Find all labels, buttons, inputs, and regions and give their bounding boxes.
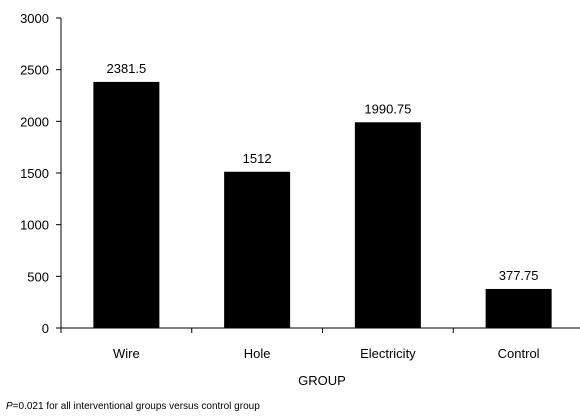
y-tick-label: 2500 bbox=[20, 63, 49, 78]
y-axis: 0 500 1000 1500 2000 2500 3000 bbox=[20, 11, 62, 336]
bar-chart: 0 500 1000 1500 2000 2500 3000 Wire Hole Electri… bbox=[20, 11, 580, 388]
footnote: P=0.021 for all interventional groups ve… bbox=[6, 401, 260, 413]
bars bbox=[93, 81, 552, 328]
bar-hole bbox=[224, 171, 291, 328]
x-category-label: Wire bbox=[113, 346, 140, 361]
bar-value-label: 377.75 bbox=[499, 268, 539, 283]
x-category-label: Electricity bbox=[360, 346, 416, 361]
x-category-label: Control bbox=[498, 346, 540, 361]
y-tick-label: 2000 bbox=[20, 114, 49, 129]
y-tick-label: 0 bbox=[42, 321, 49, 336]
x-axis: Wire Hole Electricity Control bbox=[60, 327, 580, 361]
y-tick-label: 1000 bbox=[20, 218, 49, 233]
bar-value-labels: 2381.5 1512 1990.75 377.75 bbox=[106, 61, 538, 283]
bar-value-label: 1990.75 bbox=[364, 101, 411, 116]
bar-electricity bbox=[354, 122, 421, 328]
bar-wire bbox=[93, 81, 160, 328]
bar-value-label: 1512 bbox=[243, 151, 272, 166]
footnote-p-symbol: P bbox=[6, 401, 13, 412]
y-tick-label: 3000 bbox=[20, 11, 49, 26]
y-tick-label: 1500 bbox=[20, 166, 49, 181]
bar-control bbox=[485, 288, 552, 328]
footnote-text: =0.021 for all interventional groups ver… bbox=[12, 401, 260, 412]
y-tick-label: 500 bbox=[27, 269, 49, 284]
x-category-label: Hole bbox=[244, 346, 271, 361]
bar-value-label: 2381.5 bbox=[106, 61, 146, 76]
x-axis-title: GROUP bbox=[298, 373, 346, 388]
